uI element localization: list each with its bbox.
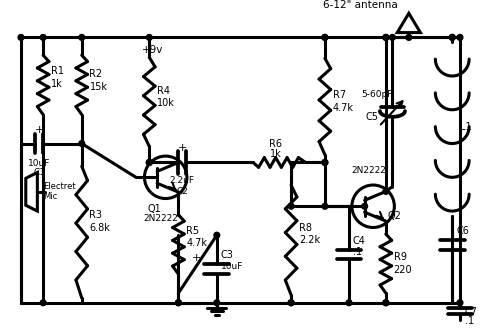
Circle shape: [321, 34, 327, 40]
Text: R6: R6: [269, 139, 282, 149]
Text: R3: R3: [89, 211, 102, 220]
Circle shape: [146, 159, 152, 165]
Circle shape: [361, 203, 367, 209]
Text: +: +: [192, 253, 201, 263]
Text: R1: R1: [51, 66, 64, 76]
Text: C1: C1: [33, 168, 45, 177]
Text: .1: .1: [464, 316, 473, 326]
Circle shape: [382, 300, 388, 306]
Text: 6.8k: 6.8k: [89, 223, 110, 233]
Circle shape: [382, 34, 388, 40]
Text: 2.2uF: 2.2uF: [169, 176, 194, 185]
Circle shape: [405, 34, 411, 40]
Circle shape: [40, 34, 46, 40]
Circle shape: [79, 141, 85, 146]
Text: 6-12" antenna: 6-12" antenna: [322, 0, 397, 10]
Circle shape: [321, 159, 327, 165]
Circle shape: [321, 203, 327, 209]
Text: 10uF: 10uF: [220, 261, 242, 271]
Circle shape: [321, 34, 327, 40]
Text: 1k: 1k: [269, 149, 281, 159]
Text: R9: R9: [393, 252, 406, 262]
Circle shape: [287, 300, 293, 306]
Circle shape: [18, 34, 24, 40]
Circle shape: [382, 300, 388, 306]
Text: C3: C3: [220, 251, 233, 260]
Text: R8: R8: [298, 223, 311, 233]
Text: 4.7k: 4.7k: [332, 103, 353, 113]
Text: .1: .1: [352, 247, 361, 256]
Text: R4: R4: [157, 86, 170, 96]
Circle shape: [448, 34, 454, 40]
Text: 220: 220: [393, 265, 411, 275]
Circle shape: [382, 34, 388, 40]
Text: Q1: Q1: [147, 204, 161, 214]
Circle shape: [382, 189, 388, 194]
Circle shape: [287, 203, 293, 209]
Text: C2: C2: [176, 187, 188, 195]
Circle shape: [146, 159, 152, 165]
Circle shape: [389, 34, 394, 40]
Circle shape: [321, 159, 327, 165]
Circle shape: [213, 232, 219, 238]
Circle shape: [456, 300, 462, 306]
Text: 10uF: 10uF: [28, 159, 50, 168]
Circle shape: [456, 34, 462, 40]
Text: +: +: [177, 143, 186, 153]
Circle shape: [346, 300, 351, 306]
Circle shape: [287, 300, 293, 306]
Circle shape: [146, 34, 152, 40]
Text: +9v: +9v: [141, 45, 163, 55]
Circle shape: [213, 300, 219, 306]
Text: Q2: Q2: [387, 211, 401, 221]
Circle shape: [448, 34, 454, 40]
Text: R7: R7: [332, 90, 345, 100]
Text: C4: C4: [352, 236, 365, 246]
Text: 2.2k: 2.2k: [298, 235, 319, 245]
Text: 2N2222: 2N2222: [350, 166, 385, 175]
Text: 2N2222: 2N2222: [143, 214, 178, 223]
Text: C5: C5: [365, 112, 378, 122]
Text: R2: R2: [89, 69, 103, 79]
Text: L1: L1: [459, 122, 470, 132]
Circle shape: [175, 300, 181, 306]
Text: C6: C6: [455, 226, 468, 236]
Text: 15k: 15k: [89, 82, 107, 92]
Text: 4.7k: 4.7k: [186, 238, 207, 248]
Text: 10k: 10k: [157, 98, 175, 109]
Circle shape: [79, 34, 85, 40]
Text: 1k: 1k: [51, 79, 62, 89]
Text: +: +: [34, 125, 44, 135]
Circle shape: [175, 300, 181, 306]
Circle shape: [40, 300, 46, 306]
Text: Electret
Mic: Electret Mic: [43, 182, 76, 201]
Text: 5-60pF: 5-60pF: [361, 90, 392, 99]
Text: R5: R5: [186, 226, 199, 236]
Text: C7: C7: [464, 307, 477, 317]
